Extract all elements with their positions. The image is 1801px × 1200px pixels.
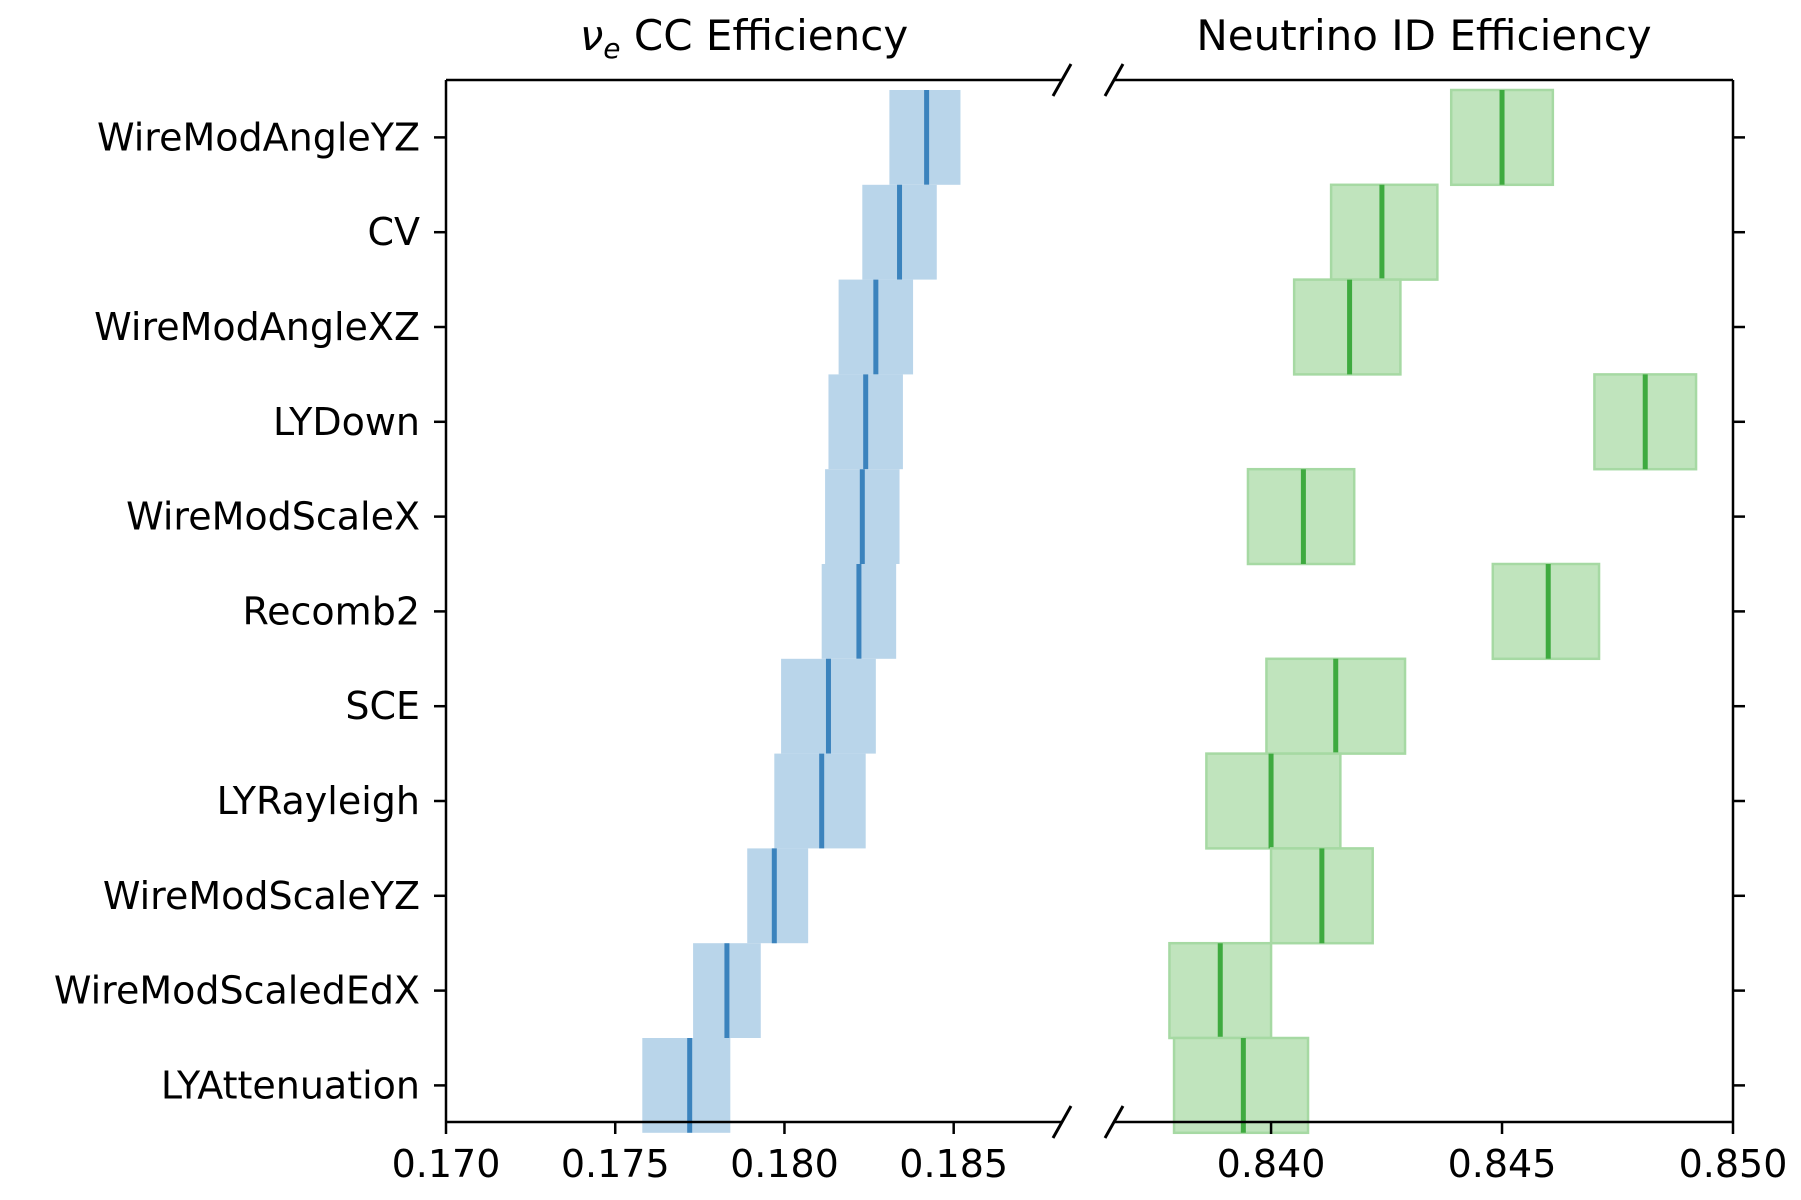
category-label-LYDown: LYDown (273, 400, 420, 444)
right-xtick-label-0.850: 0.850 (1679, 1142, 1788, 1186)
left-title-sub: e (603, 32, 620, 65)
category-labels: WireModAngleYZ CV WireModAngleXZ LYDown Wire… (54, 115, 420, 1107)
right-xtick-label-0.840: 0.840 (1217, 1142, 1326, 1186)
category-label-LYRayleigh: LYRayleigh (217, 779, 420, 823)
right-title-main: Neutrino ID Efficiency (1196, 11, 1651, 60)
left-title-rest: CC Efficiency (621, 11, 909, 60)
left-xtick-label-0.185: 0.185 (899, 1142, 1008, 1186)
category-label-SCE: SCE (345, 684, 420, 728)
left-xtick-label-0.170: 0.170 (392, 1142, 501, 1186)
left-axes (434, 78, 1062, 1124)
left-xtick-label-0.180: 0.180 (730, 1142, 839, 1186)
category-label-WireModAngleYZ: WireModAngleYZ (97, 115, 420, 159)
category-label-WireModScaledEdX: WireModScaledEdX (54, 969, 420, 1013)
right-axes (1114, 78, 1745, 1124)
category-label-WireModAngleXZ: WireModAngleXZ (94, 305, 420, 349)
right-panel: Neutrino ID Efficiency 0.840 0.845 0.850 (1114, 11, 1787, 1186)
left-panel: νe CC Efficiency 0.170 0.175 0.180 0.185 Wi… (54, 11, 1062, 1186)
break-mark-0 (1051, 63, 1073, 97)
category-label-LYAttenuation: LYAttenuation (161, 1063, 420, 1107)
right-panel-title: Neutrino ID Efficiency (1196, 11, 1651, 60)
category-label-Recomb2: Recomb2 (242, 589, 420, 633)
category-label-CV: CV (367, 210, 420, 254)
break-mark-1 (1103, 63, 1125, 97)
right-xticks: 0.840 0.845 0.850 (1217, 1122, 1788, 1186)
left-band-WireModScaleYZ (747, 848, 809, 944)
break-mark-2 (1051, 1105, 1073, 1139)
category-label-WireModScaleYZ: WireModScaleYZ (103, 874, 420, 918)
left-xticks: 0.170 0.175 0.180 0.185 (392, 1122, 1008, 1186)
left-title-main: ν (580, 11, 603, 60)
left-band-LYAttenuation (642, 1038, 731, 1133)
break-mark-3 (1103, 1105, 1125, 1139)
left-bands (642, 90, 961, 1133)
right-bands (1168, 88, 1698, 1135)
right-xtick-label-0.845: 0.845 (1448, 1142, 1557, 1186)
left-xtick-label-0.175: 0.175 (561, 1142, 670, 1186)
category-label-WireModScaleX: WireModScaleX (126, 495, 420, 539)
left-panel-title: νe CC Efficiency (580, 11, 908, 65)
axis-break-marks (1051, 63, 1125, 1139)
